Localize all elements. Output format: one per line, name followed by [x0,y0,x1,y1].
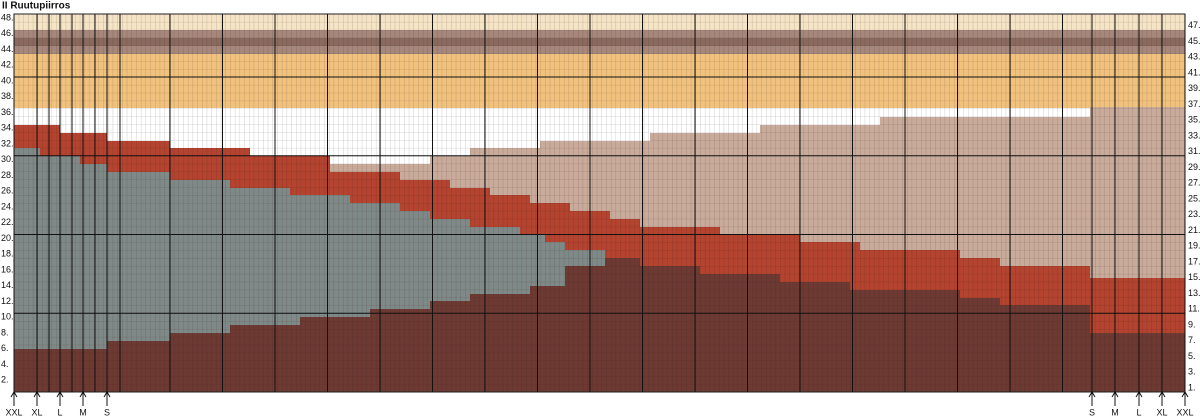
size-arrow-head [1111,391,1119,398]
row-label-left: 18. [1,249,14,259]
size-arrow-head [1088,391,1096,398]
bold-grid [13,14,1186,392]
size-label: M [79,407,87,417]
row-label-right: 17. [1188,256,1200,266]
row-label-left: 40. [1,75,14,85]
row-label-left: 22. [1,217,14,227]
size-arrow-head [10,391,18,398]
row-label-left: 38. [1,91,14,101]
row-label-left: 6. [1,343,9,353]
row-label-left: 10. [1,312,14,322]
row-label-left: 28. [1,170,14,180]
size-label: XXL [1176,407,1193,417]
size-arrow-head [1135,391,1143,398]
size-label: S [1089,407,1095,417]
row-label-left: 2. [1,375,9,385]
row-label-left: 24. [1,201,14,211]
size-label: L [57,407,62,417]
row-label-left: 36. [1,107,14,117]
row-label-left: 8. [1,327,9,337]
row-label-left: 46. [1,28,14,38]
row-label-left: 26. [1,186,14,196]
row-label-right: 39. [1188,83,1200,93]
size-label: XXL [5,407,22,417]
size-label: M [1111,407,1119,417]
row-label-right: 15. [1188,272,1200,282]
row-label-left: 32. [1,138,14,148]
row-label-left: 30. [1,154,14,164]
cell-grid [14,14,1185,392]
size-label: XL [31,407,42,417]
row-label-right: 3. [1188,367,1196,377]
chart-title: II Ruutupiirros [2,1,71,12]
size-label: L [1136,407,1141,417]
row-label-right: 5. [1188,351,1196,361]
size-arrow-head [1158,391,1166,398]
color-regions [13,13,1186,393]
row-label-right: 37. [1188,99,1200,109]
row-label-right: 19. [1188,241,1200,251]
size-arrow-head [103,391,111,398]
row-label-right: 23. [1188,209,1200,219]
row-label-right: 31. [1188,146,1200,156]
row-label-right: 25. [1188,193,1200,203]
row-label-left: 4. [1,359,9,369]
row-label-right: 21. [1188,225,1200,235]
row-label-right: 33. [1188,130,1200,140]
row-label-right: 13. [1188,288,1200,298]
size-arrow-head [33,391,41,398]
row-label-left: 34. [1,123,14,133]
row-label-right: 41. [1188,67,1200,77]
row-label-right: 47. [1188,20,1200,30]
size-label: XL [1156,407,1167,417]
row-label-left: 48. [1,12,14,22]
size-arrow-head [79,391,87,398]
row-label-left: 12. [1,296,14,306]
row-label-right: 27. [1188,178,1200,188]
row-label-right: 7. [1188,335,1196,345]
size-label: S [104,407,110,417]
row-label-left: 16. [1,264,14,274]
row-label-right: 29. [1188,162,1200,172]
row-label-right: 45. [1188,36,1200,46]
row-label-right: 9. [1188,319,1196,329]
row-label-left: 20. [1,233,14,243]
labels: 48. 46. 44. 42. 40. 38. 36. 34. 32. 30. 28. 26. 24. 2… [1,12,1200,417]
row-label-left: 14. [1,280,14,290]
row-label-right: 35. [1188,115,1200,125]
row-label-left: 42. [1,60,14,70]
size-arrow-head [56,391,64,398]
row-label-right: 43. [1188,52,1200,62]
size-arrow-head [1181,391,1189,398]
row-label-left: 44. [1,44,14,54]
row-label-right: 11. [1188,304,1200,314]
row-label-right: 1. [1188,382,1196,392]
